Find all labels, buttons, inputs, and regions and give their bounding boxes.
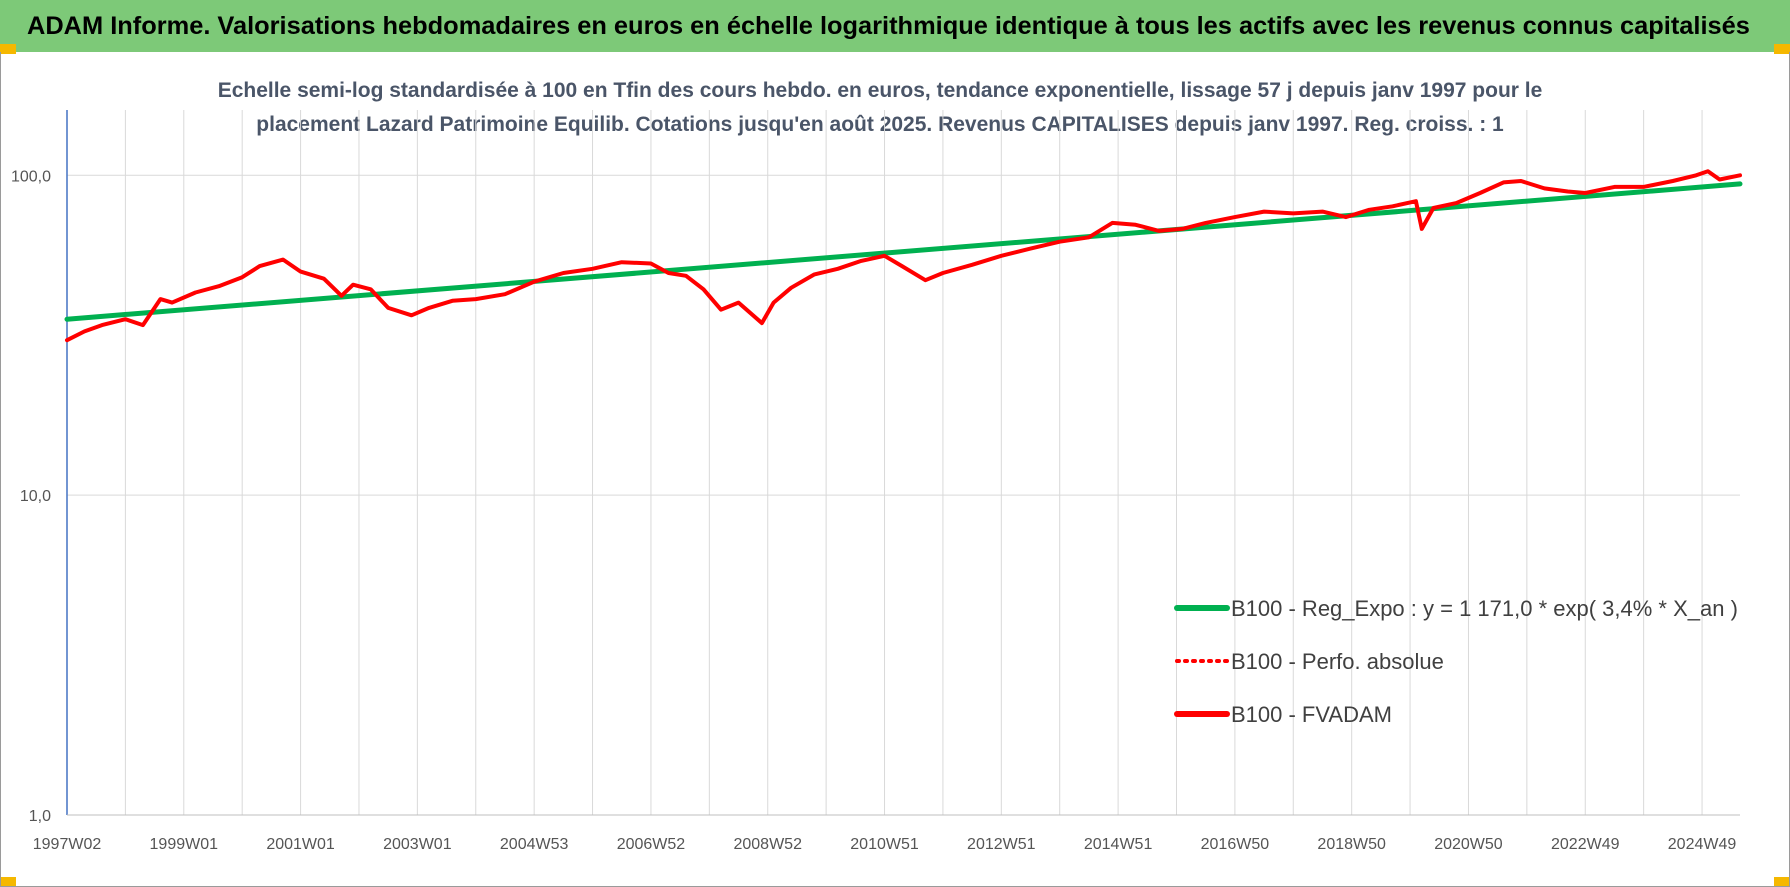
x-tick-label: 2010W51: [850, 836, 919, 853]
corner-marker-bottom-left: [0, 877, 16, 887]
legend-item-perfo-absolue: B100 - Perfo. absolue: [1175, 649, 1444, 674]
x-tick-label: 2014W51: [1084, 836, 1153, 853]
y-tick-label: 1,0: [29, 808, 51, 825]
series-line-reg-expo: [64, 181, 1743, 322]
grid-lines: [66, 110, 1740, 816]
corner-marker-bottom-right: [1774, 877, 1790, 887]
y-axis: 1,0 10,0 100,0: [11, 110, 68, 825]
x-tick-label: 2018W50: [1317, 836, 1386, 853]
x-tick-label: 1999W01: [150, 836, 219, 853]
chart-title-line-2: placement Lazard Patrimoine Equilib. Cot…: [256, 113, 1504, 136]
y-tick-label: 10,0: [20, 488, 51, 505]
x-tick-label: 2022W49: [1551, 836, 1620, 853]
x-tick-label: 2001W01: [266, 836, 335, 853]
x-tick-label: 2008W52: [733, 836, 802, 853]
series-line-perfo-absolue: [66, 170, 1741, 342]
chart-title: Echelle semi-log standardisée à 100 en T…: [180, 74, 1580, 142]
page-title-banner: ADAM Informe. Valorisations hebdomadaire…: [0, 0, 1790, 52]
corner-marker-right: [1774, 44, 1790, 54]
y-tick-label: 100,0: [11, 168, 51, 185]
series-line-fvadam: [65, 169, 1742, 343]
x-tick-label: 2024W49: [1668, 836, 1737, 853]
chart-legend: B100 - Reg_Expo : y = 1 171,0 * exp( 3,4…: [1174, 596, 1738, 727]
series-layer: [64, 169, 1743, 343]
x-tick-label: 2016W50: [1201, 836, 1270, 853]
x-tick-label: 2020W50: [1434, 836, 1503, 853]
x-tick-label: 2006W52: [617, 836, 686, 853]
x-tick-label: 1997W02: [33, 836, 102, 853]
legend-label: B100 - Reg_Expo : y = 1 171,0 * exp( 3,4…: [1231, 596, 1738, 621]
x-tick-label: 2012W51: [967, 836, 1036, 853]
corner-marker-left: [0, 44, 16, 54]
legend-item-fvadam: B100 - FVADAM: [1174, 702, 1392, 727]
x-tick-label: 2004W53: [500, 836, 569, 853]
legend-item-reg-expo: B100 - Reg_Expo : y = 1 171,0 * exp( 3,4…: [1174, 596, 1738, 621]
chart-title-line-1: Echelle semi-log standardisée à 100 en T…: [217, 79, 1543, 102]
legend-label: B100 - FVADAM: [1231, 702, 1392, 727]
legend-label: B100 - Perfo. absolue: [1231, 649, 1444, 674]
x-axis: 1997W02 1999W01 2001W01 2003W01 2004W53 2006W…: [33, 814, 1740, 853]
x-tick-label: 2003W01: [383, 836, 452, 853]
